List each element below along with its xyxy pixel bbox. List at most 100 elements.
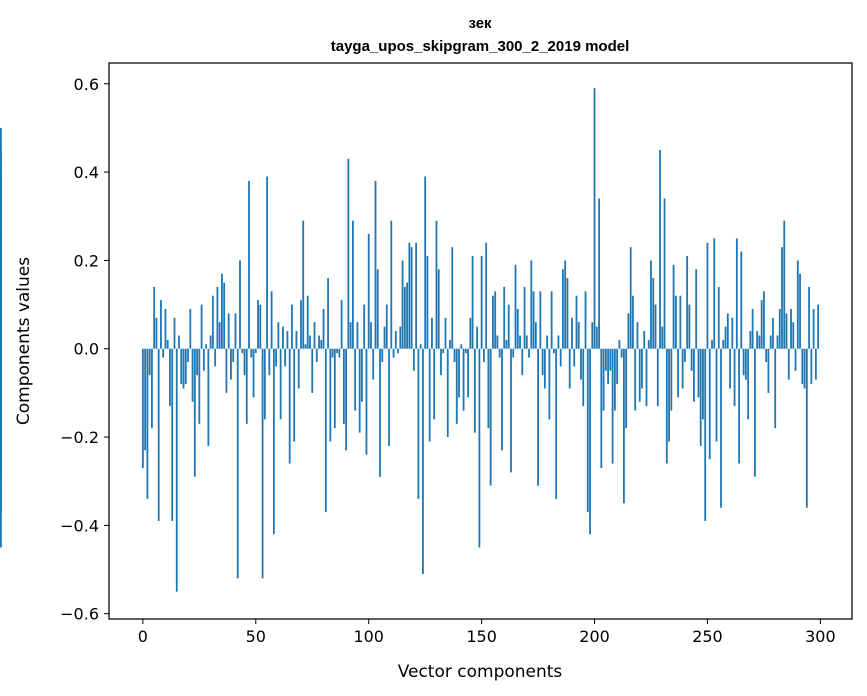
bar: [769, 335, 772, 349]
bar: [489, 348, 492, 486]
bar: [193, 348, 196, 477]
bar: [659, 150, 661, 349]
bar: [552, 348, 555, 354]
bar: [356, 322, 359, 349]
bar: [424, 176, 427, 349]
bar: [591, 322, 594, 349]
bar: [672, 264, 675, 349]
bar: [464, 348, 467, 354]
bar: [275, 348, 278, 367]
bar: [453, 348, 456, 362]
bar: [349, 322, 352, 349]
bar: [801, 348, 804, 385]
bar: [595, 326, 598, 349]
bar: [699, 348, 702, 446]
bar: [729, 348, 731, 389]
bar: [501, 348, 503, 451]
bar: [288, 348, 291, 464]
bar: [510, 348, 512, 473]
bar: [781, 247, 783, 349]
bar: [519, 335, 521, 349]
bar: [281, 326, 284, 349]
bar: [428, 348, 431, 442]
bar: [693, 348, 695, 402]
bar: [602, 348, 605, 411]
bar: [311, 348, 314, 393]
bar: [225, 348, 228, 393]
bar: [799, 273, 801, 349]
bar: [548, 348, 551, 420]
bar: [681, 348, 684, 389]
bar: [765, 348, 768, 362]
bar: [573, 348, 576, 367]
bar: [417, 348, 420, 499]
bar: [388, 348, 390, 446]
bar: [187, 348, 189, 362]
bar: [284, 348, 287, 367]
bar: [753, 348, 756, 477]
bar: [392, 348, 395, 358]
bar: [706, 242, 709, 349]
bar: [774, 348, 777, 429]
bar: [516, 308, 519, 349]
bar: [426, 255, 429, 349]
bar: [169, 348, 171, 407]
bar: [697, 348, 700, 398]
x-tick-label: 150: [466, 627, 497, 646]
bar: [562, 269, 564, 349]
bar: [711, 339, 713, 349]
bar: [449, 339, 451, 349]
bar: [665, 348, 668, 464]
bar: [618, 339, 621, 349]
bar: [293, 348, 296, 442]
bar: [776, 335, 779, 349]
bar: [523, 286, 526, 349]
bar: [243, 348, 246, 376]
bar: [268, 348, 271, 376]
bar: [306, 295, 309, 349]
bar: [814, 348, 817, 380]
bar: [157, 348, 160, 521]
bar: [690, 348, 693, 371]
bar: [232, 348, 235, 362]
bar: [345, 348, 348, 451]
bar: [557, 335, 560, 349]
y-axis-label: Components values: [14, 257, 34, 425]
bar: [593, 88, 596, 349]
bar: [638, 348, 641, 402]
bar: [245, 348, 248, 424]
bar: [663, 198, 666, 349]
bar: [0, 150, 2, 349]
bar: [607, 348, 609, 385]
y-tick-label: 0.2: [74, 251, 99, 270]
bar: [760, 300, 763, 349]
bar: [277, 322, 280, 349]
bar: [521, 348, 524, 376]
bar: [512, 348, 515, 358]
bar: [541, 348, 544, 376]
bar: [207, 348, 210, 446]
bar: [534, 322, 537, 349]
bar: [632, 295, 634, 349]
bar: [408, 242, 411, 349]
bar: [270, 291, 273, 349]
bar: [568, 348, 571, 389]
bar: [295, 331, 298, 349]
bar: [494, 291, 497, 349]
bar: [458, 348, 460, 398]
x-tick-label: 250: [692, 627, 723, 646]
bar: [772, 317, 774, 349]
y-axis-ticks: −0.6 −0.4 −0.2 0.0 0.2 0.4 0.6: [60, 75, 109, 624]
bar: [611, 348, 614, 464]
bar: [584, 291, 587, 349]
bar: [338, 348, 341, 358]
bar: [329, 348, 332, 442]
bar: [478, 348, 481, 548]
bar: [372, 348, 375, 380]
bar: [715, 348, 718, 442]
bar: [141, 348, 144, 468]
bar: [577, 322, 580, 349]
bar: [695, 269, 698, 349]
bar: [397, 348, 399, 354]
y-tick-label: −0.6: [60, 605, 99, 624]
